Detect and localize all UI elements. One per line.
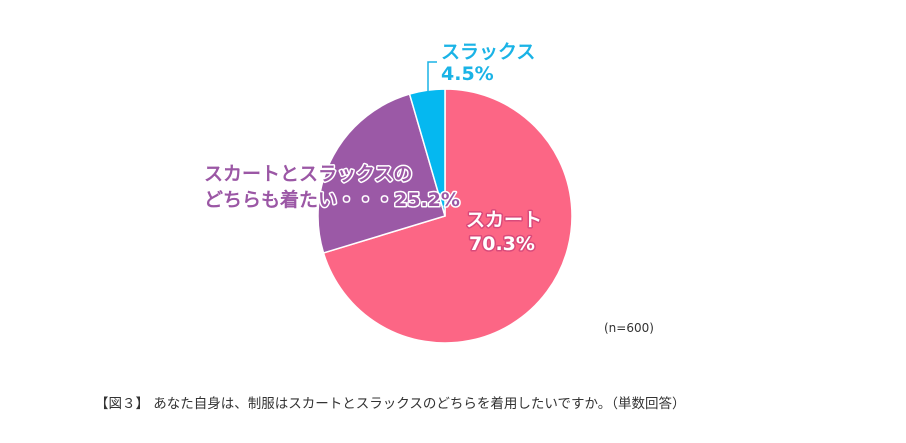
slice-label-slacks: スラックス: [441, 41, 535, 63]
pie-slice-skirt: [322, 88, 573, 344]
figure-caption: 【図３】 あなた自身は、制服はスカートとスラックスのどちらを着用したいですか。（…: [95, 396, 686, 412]
sample-size-note: (n=600): [604, 321, 654, 335]
pie-slice-slacks: [408, 88, 446, 217]
pie-slices: [317, 88, 573, 344]
slice-value-skirt: 70.3%: [469, 233, 535, 255]
slice-label-both-line2: どちらも着たい・・・25.2%: [204, 188, 460, 211]
pie-slice-both: [317, 93, 446, 254]
slice-label-skirt: スカート: [466, 209, 542, 231]
slice-value-slacks: 4.5%: [441, 63, 494, 85]
slice-label-both-line1: スカートとスラックスの: [204, 163, 412, 185]
slacks-leader-line: [427, 61, 437, 92]
